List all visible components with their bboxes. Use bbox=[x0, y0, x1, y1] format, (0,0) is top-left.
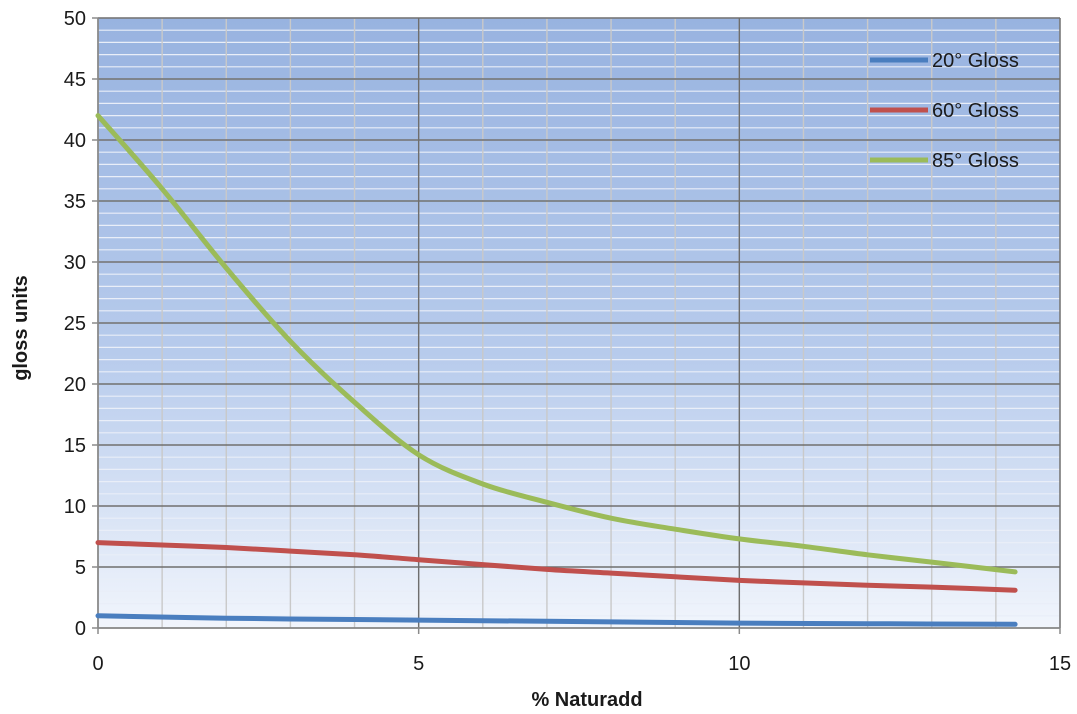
y-tick-label: 5 bbox=[75, 557, 86, 579]
x-axis-ticks: 0 5 10 15 bbox=[92, 653, 1071, 675]
y-tick-label: 50 bbox=[64, 8, 86, 30]
legend-label-1: 20° Gloss bbox=[932, 50, 1019, 72]
series-lines bbox=[95, 113, 1018, 627]
y-axis-title: gloss units bbox=[10, 275, 32, 381]
y-tick-label: 0 bbox=[75, 618, 86, 640]
series-line-1 bbox=[95, 613, 1018, 627]
series-line-2 bbox=[95, 540, 1018, 593]
x-tick-label: 10 bbox=[728, 653, 750, 675]
x-tick-label: 0 bbox=[92, 653, 103, 675]
y-tick-label: 30 bbox=[64, 252, 86, 274]
y-axis-ticks: 0 5 10 15 20 25 30 35 40 45 50 bbox=[64, 8, 86, 640]
y-tick-label: 40 bbox=[64, 130, 86, 152]
legend-label-2: 60° Gloss bbox=[932, 100, 1019, 122]
x-axis-title: % Naturadd bbox=[531, 689, 642, 711]
y-tick-label: 35 bbox=[64, 191, 86, 213]
y-tick-label: 25 bbox=[64, 313, 86, 335]
y-tick-label: 10 bbox=[64, 496, 86, 518]
y-tick-label: 15 bbox=[64, 435, 86, 457]
x-tick-label: 15 bbox=[1049, 653, 1071, 675]
axes bbox=[92, 17, 1061, 634]
legend-label-3: 85° Gloss bbox=[932, 150, 1019, 172]
y-tick-label: 20 bbox=[64, 374, 86, 396]
series-line-3 bbox=[95, 113, 1018, 575]
legend: 20° Gloss 60° Gloss 85° Gloss bbox=[870, 50, 1019, 172]
x-tick-label: 5 bbox=[413, 653, 424, 675]
y-tick-label: 45 bbox=[64, 69, 86, 91]
